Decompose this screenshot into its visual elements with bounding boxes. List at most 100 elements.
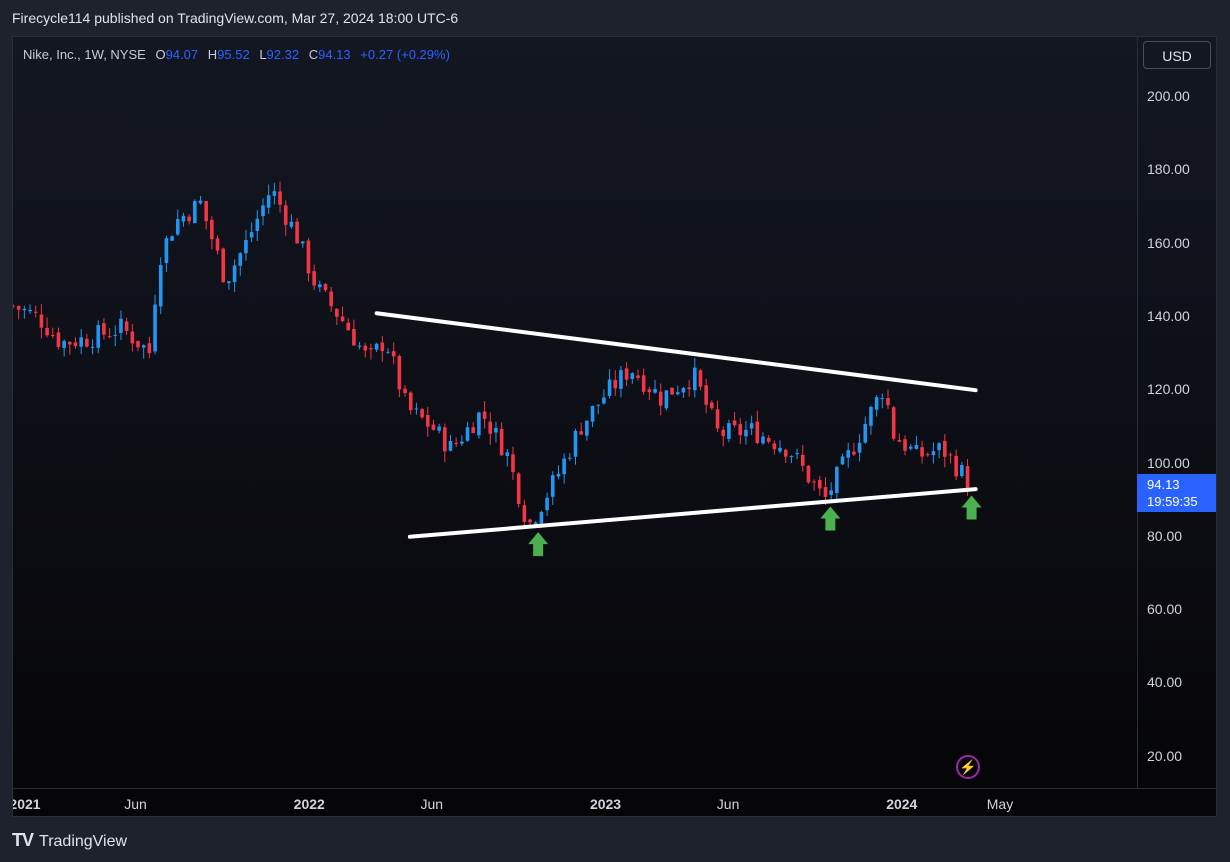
candle-body <box>102 323 106 335</box>
candle-body <box>818 479 822 489</box>
candle-body <box>295 221 299 244</box>
candle-body <box>710 402 714 409</box>
price-tick-label: 180.00 <box>1147 161 1190 178</box>
time-tick-label: 2022 <box>293 796 325 812</box>
price-tick-label: 200.00 <box>1147 88 1190 104</box>
candle-body <box>56 332 61 348</box>
candle-body <box>215 238 220 251</box>
candle-body <box>244 240 248 254</box>
candle-body <box>465 427 470 441</box>
candle-body <box>715 409 720 429</box>
low-value: 92.32 <box>266 47 300 62</box>
candle-body <box>874 397 879 410</box>
candle-body <box>306 240 311 274</box>
candle-body <box>505 452 510 456</box>
symbol-legend: Nike, Inc., 1W, NYSE O94.07 H95.52 L92.3… <box>23 47 450 62</box>
candle-body <box>783 449 788 457</box>
up-arrow-marker[interactable] <box>528 532 549 557</box>
candle-body <box>749 423 754 429</box>
candle-body <box>141 345 146 348</box>
candle-body <box>96 325 101 348</box>
candle-body <box>471 427 476 434</box>
candle-body <box>340 316 345 322</box>
candle-body <box>846 450 851 458</box>
candle-body <box>568 457 572 459</box>
candle-body <box>272 191 277 196</box>
candle-body <box>283 205 288 225</box>
support-trendline[interactable] <box>407 487 978 539</box>
close-label: C <box>308 47 319 62</box>
price-tick-label: 160.00 <box>1147 234 1190 251</box>
candle-body <box>914 445 919 449</box>
candle-body <box>533 522 538 525</box>
candle-body <box>943 440 947 457</box>
candle-body <box>954 455 958 477</box>
candle-body <box>374 343 379 350</box>
last-price: 94.13 <box>1147 477 1180 492</box>
candle-body <box>670 387 674 395</box>
candle-body <box>107 336 112 338</box>
candle-body <box>261 205 265 217</box>
candle-body <box>39 314 44 328</box>
candle-body <box>85 338 89 347</box>
candle-body <box>744 429 748 437</box>
up-arrow-marker[interactable] <box>961 495 982 520</box>
candle-body <box>857 442 862 453</box>
price-axis[interactable] <box>1137 37 1216 788</box>
candle-body <box>181 215 186 222</box>
close-value: 94.13 <box>318 47 351 62</box>
candle-body <box>869 406 873 426</box>
chart-panel[interactable]: Nike, Inc., 1W, NYSE O94.07 H95.52 L92.3… <box>12 36 1217 817</box>
candle-body <box>363 345 368 351</box>
candle-body <box>704 385 708 405</box>
candle-body <box>193 201 197 224</box>
price-tick-label: 100.00 <box>1147 454 1190 471</box>
candle-body <box>397 355 402 390</box>
tradingview-logo-icon: TV <box>12 830 34 850</box>
candle-body <box>113 334 118 336</box>
candle-body <box>619 370 623 389</box>
candle-body <box>738 424 743 436</box>
candle-body <box>516 473 521 504</box>
candle-body <box>369 348 373 350</box>
candle-body <box>278 191 282 205</box>
candle-body <box>511 454 515 473</box>
candle-body <box>45 327 49 336</box>
candle-body <box>948 454 953 456</box>
candle-body <box>79 337 83 347</box>
candle-body <box>50 335 55 337</box>
low-label: L <box>259 47 267 62</box>
tradingview-logo[interactable]: TV TradingView <box>12 830 127 851</box>
time-axis[interactable]: 2021 Jun 2022 Jun 2023 Jun 2024 May <box>12 788 1216 816</box>
candle-body <box>960 464 964 476</box>
candle-body <box>158 265 163 307</box>
candle-body <box>800 454 805 466</box>
candle-body <box>329 291 333 307</box>
candle-body <box>136 340 140 348</box>
candle-body <box>454 442 458 444</box>
flash-icon[interactable]: ⚡ <box>956 755 980 779</box>
candle-body <box>249 232 254 238</box>
price-tick-label: 140.00 <box>1147 307 1190 324</box>
candle-body <box>448 441 453 451</box>
time-tick-label: 2021 <box>12 796 41 812</box>
candle-body <box>840 456 845 465</box>
candle-body <box>227 281 231 284</box>
change-value: +0.27 (+0.29%) <box>360 47 450 62</box>
candle-body <box>573 430 578 457</box>
plot-area[interactable] <box>13 37 1137 788</box>
candle-body <box>908 446 913 449</box>
currency-button[interactable]: USD <box>1143 41 1211 69</box>
candle-body <box>653 389 657 393</box>
price-tick-label: 20.00 <box>1147 747 1183 764</box>
candle-body <box>624 368 629 380</box>
candle-body <box>130 331 135 344</box>
candle-body <box>596 404 601 406</box>
time-tick-label: Jun <box>420 796 444 812</box>
candle-body <box>647 389 652 393</box>
up-arrow-marker[interactable] <box>820 506 841 531</box>
candle-body <box>658 391 663 406</box>
candle-body <box>33 311 38 313</box>
candle-body <box>965 466 970 488</box>
resistance-trendline[interactable] <box>374 311 978 393</box>
